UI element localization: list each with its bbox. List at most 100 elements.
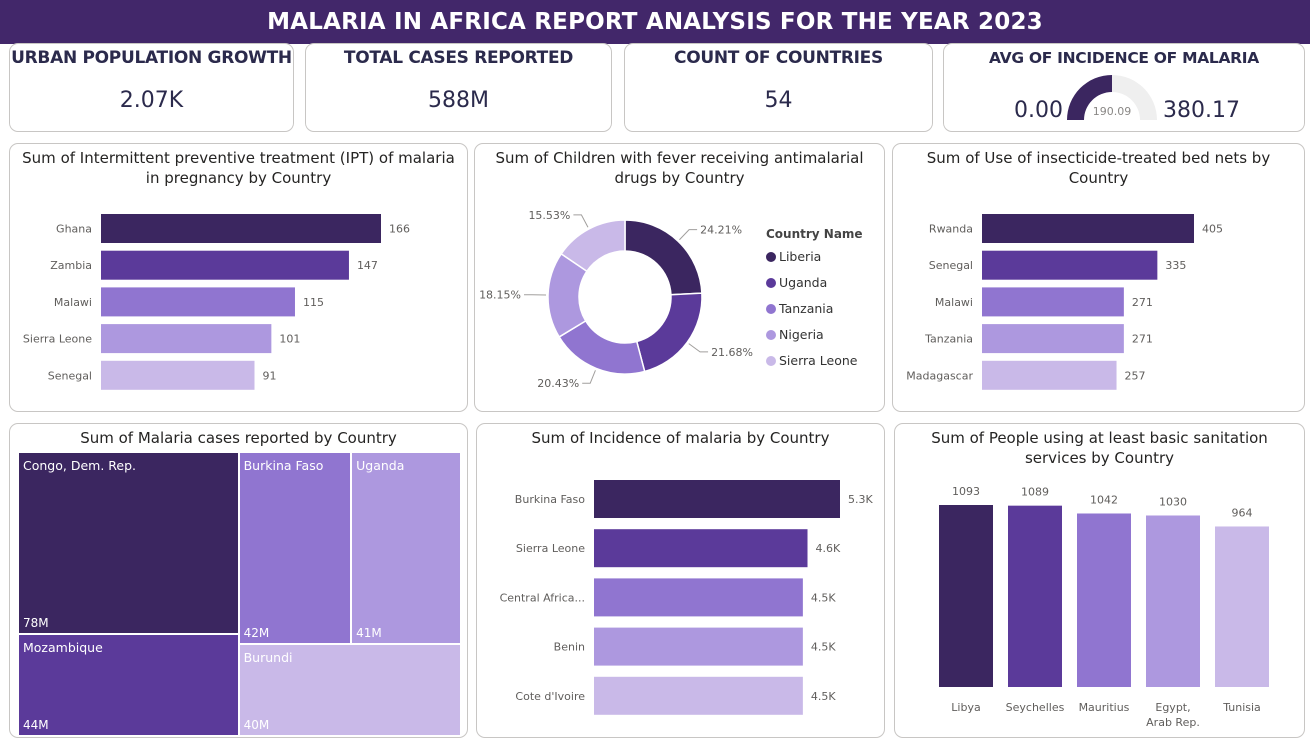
legend-label: Nigeria	[779, 327, 824, 342]
legend-marker	[766, 355, 776, 366]
slice-label-liberia: 24.21%	[700, 224, 742, 237]
kpi-urban-population-card[interactable]: URBAN POPULATION GROWTH 2.07K	[9, 43, 294, 132]
column-tunisia[interactable]	[1215, 526, 1269, 687]
legend-item-nigeria[interactable]: Nigeria	[766, 327, 824, 342]
data-label-madagascar: 257	[1125, 369, 1146, 382]
category-label-egypt-arab-rep: Egypt, Arab Rep.	[1146, 701, 1200, 729]
category-label-madagascar: Madagascar	[906, 369, 973, 382]
category-label-central-africa: Central Africa...	[500, 591, 585, 604]
category-label-malawi: Malawi	[54, 296, 92, 309]
bednets-chart-title: Sum of Use of insecticide-treated bed ne…	[926, 149, 1271, 187]
legend-item-liberia[interactable]: Liberia	[766, 249, 821, 264]
sanitation-column-chart: 1093 Libya 1089 Seychelles 1042 Mauritius 1030…	[939, 485, 1269, 729]
category-label-tunisia: Tunisia	[1222, 701, 1261, 714]
treemap-value-burundi: 40M	[243, 717, 270, 732]
treemap-label-burkina-faso: Burkina Faso	[243, 458, 324, 473]
category-label-sierra-leone: Sierra Leone	[516, 542, 585, 555]
bednets-bar-chart-card[interactable]: Sum of Use of insecticide-treated bed ne…	[892, 143, 1305, 412]
bar-sierra-leone[interactable]	[594, 529, 808, 568]
incidence-bar-chart-card[interactable]: Sum of Incidence of malaria by Country B…	[476, 423, 885, 738]
antimalarial-donut-chart: 24.21% 21.68% 20.43% 18.15% 15.53%	[479, 209, 753, 390]
kpi-incidence-gauge-card[interactable]: AVG OF INCIDENCE OF MALARIA 0.00 380.17 …	[943, 43, 1305, 132]
bar-sierra-leone[interactable]	[101, 324, 272, 354]
treemap-value-mozambique: 44M	[23, 717, 49, 732]
category-label-rwanda: Rwanda	[929, 223, 973, 236]
legend-label: Liberia	[779, 249, 822, 264]
bar-senegal[interactable]	[982, 250, 1158, 280]
gauge-max-label: 380.17	[1163, 98, 1240, 123]
incidence-gauge: 190.09	[1067, 75, 1157, 120]
legend-item-sierra-leone[interactable]: Sierra Leone	[766, 353, 858, 368]
bar-rwanda[interactable]	[982, 214, 1194, 243]
category-label-senegal: Senegal	[929, 259, 973, 272]
legend-marker	[766, 251, 776, 262]
treemap-tile-burundi[interactable]: Burundi 40M	[238, 643, 461, 736]
slice-label-tanzania: 20.43%	[537, 377, 579, 390]
data-label-sierra-leone: 101	[279, 333, 300, 346]
bar-senegal[interactable]	[101, 360, 255, 390]
bar-malawi[interactable]	[101, 287, 295, 317]
data-label-cote-d-ivoire: 4.5K	[811, 690, 836, 703]
data-label-tunisia: 964	[1232, 506, 1253, 519]
bar-benin[interactable]	[594, 627, 803, 666]
treemap-tile-mozambique[interactable]: Mozambique 44M	[18, 633, 239, 736]
bar-malawi[interactable]	[982, 287, 1124, 317]
donut-slice-sierra-leone[interactable]	[560, 219, 626, 273]
cases-treemap-card[interactable]: Sum of Malaria cases reported by Country…	[9, 423, 468, 738]
bar-burkina-faso[interactable]	[594, 480, 840, 518]
donut-slice-liberia[interactable]	[624, 219, 703, 296]
treemap-label-uganda: Uganda	[356, 458, 405, 473]
column-egypt-arab-rep[interactable]	[1146, 515, 1200, 687]
leader-line-tanzania	[582, 370, 596, 384]
treemap-tile-congo-dem-rep[interactable]: Congo, Dem. Rep. 78M	[18, 452, 239, 634]
leader-line-sierra-leone	[573, 214, 589, 228]
data-label-ghana: 166	[389, 223, 410, 236]
treemap-value-uganda: 41M	[356, 625, 382, 640]
ipt-bar-chart-card[interactable]: Sum of Intermittent preventive treatment…	[9, 143, 468, 412]
category-label-burkina-faso: Burkina Faso	[515, 493, 585, 506]
donut-slice-uganda[interactable]	[635, 292, 703, 373]
ipt-bar-chart: Ghana 166 Zambia 147 Malawi 115 Sierra Leone 10…	[23, 214, 410, 390]
treemap-label-mozambique: Mozambique	[23, 639, 103, 655]
category-label-ghana: Ghana	[56, 223, 92, 236]
bar-madagascar[interactable]	[982, 360, 1117, 390]
legend-label: Uganda	[779, 275, 828, 290]
antimalarial-donut-card[interactable]: Sum of Children with fever receiving ant…	[474, 143, 885, 412]
slice-label-uganda: 21.68%	[711, 346, 753, 359]
donut-legend-title: Country Name	[766, 227, 863, 241]
bar-zambia[interactable]	[101, 250, 349, 280]
treemap-tile-uganda[interactable]: Uganda 41M	[351, 452, 461, 644]
data-label-zambia: 147	[357, 259, 378, 272]
treemap-value-burkina-faso: 42M	[243, 625, 270, 640]
leader-line-uganda	[688, 343, 709, 353]
data-label-mauritius: 1042	[1090, 493, 1118, 506]
bar-cote-d-ivoire[interactable]	[594, 676, 803, 715]
column-seychelles[interactable]	[1008, 505, 1062, 687]
sanitation-column-chart-card[interactable]: Sum of People using at least basic sanit…	[894, 423, 1305, 738]
kpi-urban-title: URBAN POPULATION GROWTH	[11, 48, 292, 68]
data-label-malawi: 115	[303, 296, 324, 309]
bar-tanzania[interactable]	[982, 324, 1124, 354]
bar-central-africa[interactable]	[594, 578, 803, 617]
data-label-egypt-arab-rep: 1030	[1159, 495, 1187, 508]
slice-label-nigeria: 18.15%	[479, 289, 521, 302]
category-label-zambia: Zambia	[50, 259, 92, 272]
legend-item-uganda[interactable]: Uganda	[766, 275, 827, 290]
gauge-target-label: 190.09	[1093, 105, 1132, 118]
legend-label: Tanzania	[779, 301, 834, 316]
ipt-chart-title: Sum of Intermittent preventive treatment…	[22, 149, 455, 187]
bar-ghana[interactable]	[101, 214, 381, 243]
column-mauritius[interactable]	[1077, 513, 1131, 687]
kpi-total-cases-card[interactable]: TOTAL CASES REPORTED 588M	[305, 43, 612, 132]
column-libya[interactable]	[939, 505, 993, 687]
incidence-chart-title: Sum of Incidence of malaria by Country	[531, 429, 830, 447]
category-label-benin: Benin	[554, 641, 585, 654]
category-label-sierra-leone: Sierra Leone	[23, 333, 92, 346]
kpi-country-count-card[interactable]: COUNT OF COUNTRIES 54	[624, 43, 933, 132]
treemap-value-congo-dem-rep: 78M	[23, 615, 49, 630]
treemap-tile-burkina-faso[interactable]: Burkina Faso 42M	[238, 452, 352, 644]
data-label-sierra-leone: 4.6K	[816, 542, 841, 555]
data-label-burkina-faso: 5.3K	[848, 493, 873, 506]
legend-item-tanzania[interactable]: Tanzania	[766, 301, 833, 316]
category-label-tanzania: Tanzania	[924, 333, 973, 346]
